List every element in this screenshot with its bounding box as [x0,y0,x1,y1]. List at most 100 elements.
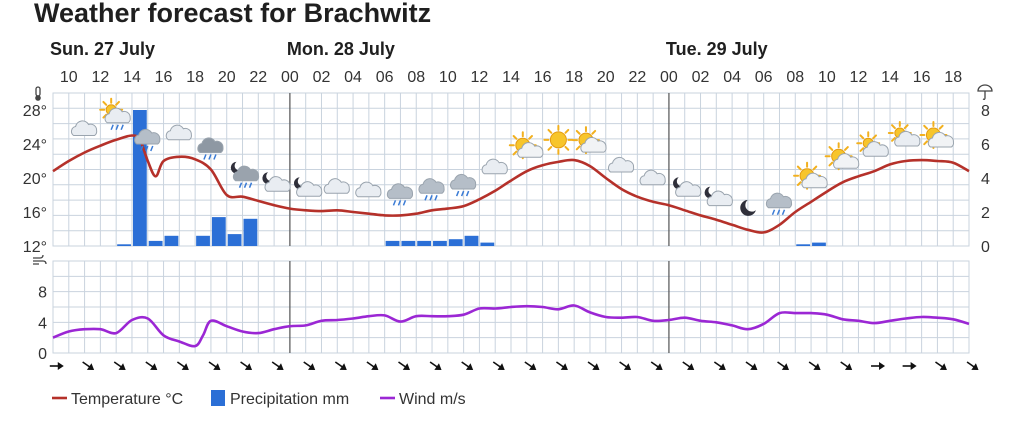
hour-tick-label: 20 [597,69,615,86]
legend-label: Precipitation mm [230,391,349,408]
cloud-shape [418,178,445,194]
rain-drop [424,195,428,201]
sun-ray [828,161,834,167]
cloudy-icon [70,120,98,136]
wind-direction-arrow [240,361,253,371]
hour-tick-label: 22 [249,69,267,86]
partly-cloudy-icon [887,121,921,147]
rain-drop [771,209,776,216]
precipitation-tick-label: 4 [981,171,990,188]
precipitation-bar [227,234,242,246]
cloudy-icon [165,124,192,141]
cloud-shape [232,165,260,182]
cloud-shape [386,183,414,199]
wind-arrow-head [971,363,979,371]
precipitation-bar [211,217,226,246]
sun-ray [872,134,878,140]
wind-direction-arrow [208,361,221,371]
rain-drop [397,200,402,206]
hour-tick-label: 14 [502,69,520,86]
partly-sunny-icon [824,142,860,171]
cloud-shape [517,142,544,158]
sun-ray [575,145,581,151]
wind-arrow-head [276,363,284,371]
rain-drop [115,124,119,131]
sun-ray [859,134,865,140]
cloud-shape [833,153,860,169]
sun-ray [547,128,553,134]
precipitation-tick-label: 2 [981,205,990,222]
precipitation-bar [401,240,416,246]
temperature-tick-label: 16° [23,205,47,222]
partly-cloudy-rain-icon [99,97,131,131]
wind-arrow-head [465,363,474,371]
sun-disc [549,131,567,149]
wind-arrow-head [623,363,632,371]
umbrella-icon-canopy [977,84,993,92]
wind-direction-arrow [303,361,316,371]
umbrella-icon-handle [982,91,986,100]
wind-arrow-head [687,363,695,371]
hour-tick-label: 12 [850,69,868,86]
hour-tick-label: 14 [881,69,899,86]
precipitation-bar [164,235,179,246]
cloudy-icon [607,157,635,173]
cloudy-icon [639,169,666,186]
rain-drop [140,145,144,152]
legend-item: Wind m/s [380,391,466,408]
rain-drop [776,209,781,216]
cloud-shape [264,176,291,192]
wind-arrow-head [497,363,505,371]
cloudy-icon [355,181,382,198]
thermometer-icon-bulb [35,95,41,101]
precipitation-bar [148,240,163,246]
precipitation-bar [196,235,210,246]
moon-icon [740,199,756,216]
rain-drop [243,182,248,188]
wind-direction-arrow [902,362,917,370]
wind-arrow-head [781,363,790,371]
hour-tick-label: 02 [313,69,331,86]
wind-arrow-head [339,363,347,371]
hour-tick-label: 10 [818,69,836,86]
precipitation-tick-label: 6 [981,137,990,154]
sun-ray [828,146,834,151]
precipitation-bar [796,244,811,246]
rain-drop [455,190,460,197]
thermometer-icon-tube [35,86,41,97]
hour-tick-label: 00 [660,69,678,86]
wind-arrow-head [718,363,726,371]
precipitation-bar [812,242,826,246]
wind-direction-arrow [966,361,979,371]
sun-ray [564,145,570,151]
sun-ray [512,150,518,156]
cloud-shape [323,178,350,194]
temperature-tick-label: 24° [23,137,47,154]
sun-ray [115,100,120,106]
cloud-shape [70,120,98,136]
precipitation-bar [464,235,479,246]
precipitation-bar [480,242,495,246]
sun-ray [796,165,802,171]
rain-drop [208,154,212,160]
hour-tick-label: 00 [281,69,299,86]
hour-tick-label: 18 [944,69,962,86]
hour-tick-label: 10 [60,69,78,86]
wind-arrow-head [57,362,64,370]
wind-arrow-head [592,363,600,371]
cloudy-rain-icon [134,128,161,152]
legend-item: Precipitation mm [211,390,349,408]
hour-tick-label: 16 [913,69,931,86]
sun-ray [102,100,108,106]
sun-ray [859,147,865,152]
cloudy-rain-icon [418,178,445,201]
hour-tick-label: 20 [218,69,236,86]
cloudy-icon [323,178,350,194]
precipitation-bar [117,244,131,246]
partly-cloudy-icon [856,131,889,157]
cloud-shape [607,157,635,173]
wind-arrow-head [213,363,221,371]
temperature-tick-label: 20° [23,171,47,188]
cloud-shape [580,137,607,153]
wind-direction-arrow [777,361,790,371]
